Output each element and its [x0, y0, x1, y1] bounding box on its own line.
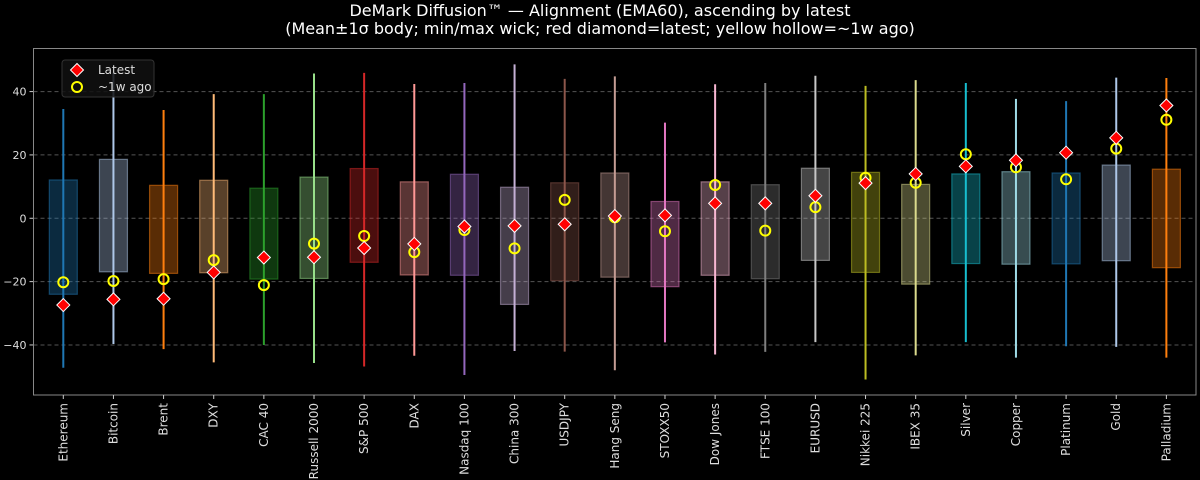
week-ago-marker	[257, 279, 270, 292]
x-tick-label: Dow Jones	[708, 403, 722, 465]
week-ago-marker	[207, 254, 220, 267]
x-tick-label: Platinum	[1059, 403, 1073, 456]
week-ago-marker	[1060, 173, 1073, 186]
category-group-stoxx50: STOXX50	[650, 122, 680, 458]
category-group-dow-jones: Dow Jones	[700, 84, 730, 465]
latest-marker	[1109, 130, 1124, 146]
week-ago-marker	[1160, 113, 1173, 126]
latest-marker	[407, 236, 422, 252]
x-tick-label: Palladium	[1159, 403, 1173, 461]
x-tick-label: Nasdaq 100	[457, 403, 471, 475]
latest-legend-icon	[69, 62, 85, 78]
category-group-dax: DAX	[399, 83, 429, 428]
y-tick-label: 40	[13, 86, 27, 99]
latest-marker	[356, 240, 372, 256]
week-ago-marker	[57, 276, 70, 289]
x-tick-label: EURUSD	[808, 403, 822, 453]
latest-marker	[707, 196, 723, 211]
x-tick-label: Nikkei 225	[859, 403, 873, 466]
chart-title: DeMark Diffusion™ — Alignment (EMA60), a…	[349, 1, 851, 20]
latest-marker	[557, 217, 572, 232]
y-tick-label: 0	[20, 212, 27, 225]
y-tick-label: −20	[3, 276, 26, 289]
category-group-russell-2000: Russell 2000	[299, 73, 329, 479]
x-tick-label: CAC 40	[257, 403, 271, 447]
latest-marker	[607, 208, 623, 224]
category-group-ftse-100: FTSE 100	[750, 83, 780, 459]
latest-marker	[808, 188, 823, 203]
week-ago-marker	[658, 225, 671, 238]
category-group-copper: Copper	[1001, 98, 1031, 446]
week-ago-marker	[508, 242, 521, 255]
category-group-ethereum: Ethereum	[48, 108, 78, 462]
y-tick-label: −40	[3, 339, 26, 352]
latest-marker	[1058, 145, 1074, 160]
legend-box	[61, 59, 155, 98]
week-ago-marker	[157, 273, 170, 286]
category-group-china-300: China 300	[499, 64, 530, 464]
x-tick-label: IBEX 35	[909, 403, 923, 450]
latest-marker	[156, 291, 171, 306]
x-tick-label: Bitcoin	[106, 403, 120, 444]
category-group-s-p-500: S&P 500	[349, 72, 379, 454]
latest-marker	[1008, 153, 1024, 168]
x-tick-label: STOXX50	[658, 403, 672, 458]
x-tick-label: DAX	[407, 403, 421, 428]
week-ago-legend-icon	[71, 81, 83, 93]
category-group-brent: Brent	[148, 109, 179, 436]
legend-label-latest: Latest	[98, 63, 135, 77]
category-group-bitcoin: Bitcoin	[98, 72, 129, 444]
x-tick-label: Gold	[1109, 403, 1123, 431]
x-tick-label: Hang Seng	[608, 403, 622, 469]
category-group-dxy: DXY	[199, 94, 229, 428]
legend: Latest ~1w ago	[61, 59, 155, 98]
x-tick-label: S&P 500	[357, 403, 371, 454]
latest-marker	[507, 218, 522, 234]
latest-marker	[858, 175, 873, 191]
x-tick-label: Ethereum	[56, 403, 70, 462]
category-group-palladium: Palladium	[1151, 77, 1181, 461]
latest-marker	[657, 208, 673, 223]
chart-subtitle: (Mean±1σ body; min/max wick; red diamond…	[285, 19, 915, 38]
legend-label-week-ago: ~1w ago	[98, 80, 152, 94]
latest-marker	[206, 265, 221, 280]
x-tick-label: Copper	[1009, 403, 1023, 446]
category-group-silver: Silver	[951, 83, 981, 437]
category-group-nikkei-225: Nikkei 225	[850, 85, 881, 466]
latest-marker	[1159, 98, 1174, 113]
latest-marker	[758, 196, 773, 211]
category-group-gold: Gold	[1101, 77, 1131, 431]
latest-marker	[958, 159, 974, 174]
latest-marker	[306, 250, 322, 265]
category-group-ibex-35: IBEX 35	[901, 80, 931, 450]
category-group-hang-seng: Hang Seng	[600, 76, 630, 469]
latest-marker	[56, 297, 71, 313]
x-tick-label: Brent	[157, 403, 171, 436]
latest-marker	[106, 292, 121, 307]
week-ago-marker	[759, 224, 772, 237]
week-ago-marker	[709, 179, 722, 192]
x-tick-label: China 300	[508, 403, 522, 464]
x-tick-label: DXY	[207, 402, 221, 427]
x-tick-label: Silver	[959, 403, 973, 437]
week-ago-marker	[107, 274, 120, 287]
y-tick-label: 20	[13, 149, 27, 162]
latest-marker	[256, 250, 272, 265]
x-tick-label: USDJPY	[558, 402, 572, 446]
category-group-eurusd: EURUSD	[800, 75, 831, 453]
category-group-usdjpy: USDJPY	[550, 78, 580, 446]
latest-marker	[457, 219, 472, 234]
category-group-platinum: Platinum	[1051, 101, 1081, 456]
week-ago-marker	[558, 193, 571, 206]
category-group-cac-40: CAC 40	[249, 94, 279, 447]
x-tick-label: Russell 2000	[307, 403, 321, 479]
week-ago-marker	[308, 237, 320, 250]
x-tick-label: FTSE 100	[758, 403, 772, 459]
latest-marker	[908, 166, 923, 182]
category-group-nasdaq-100: Nasdaq 100	[449, 83, 480, 475]
